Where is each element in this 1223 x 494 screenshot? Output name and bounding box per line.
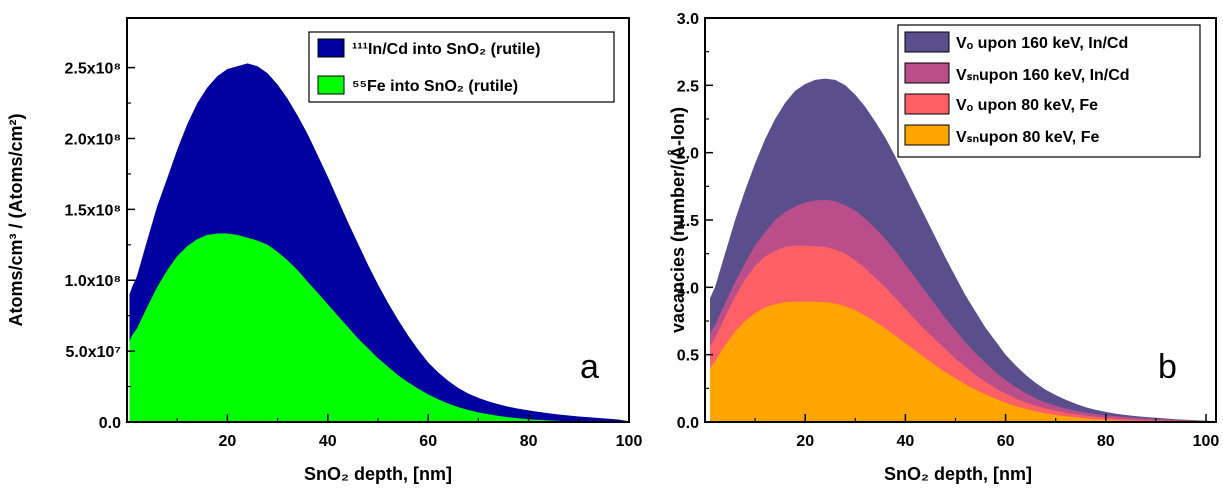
x-tick-label-b-4: 100	[1193, 433, 1220, 450]
chart-panel-a: 20 40 60 80 100 0.0 5.0x10⁷ 1.0x10⁸ 1.5x10⁸ 2.0x1…	[6, 17, 643, 484]
x-tick-label-a-3: 80	[520, 433, 538, 450]
legend-label-a1: ⁵⁵Fe into SnO₂ (rutile)	[352, 78, 518, 95]
legend-swatch-a1	[317, 75, 345, 95]
legend-label-a0: ¹¹¹In/Cd into SnO₂ (rutile)	[352, 41, 540, 58]
y-tick-label-b-1: 0.5	[677, 348, 699, 365]
x-tick-label-a-4: 100	[616, 433, 643, 450]
legend-b: Vₒ upon 160 keV, In/Cd Vₛₙupon 160 keV, …	[897, 24, 1201, 158]
legend-swatch-a0	[317, 38, 345, 58]
plot-areas-a	[129, 63, 629, 423]
panel-label-a: a	[580, 348, 599, 386]
plot-areas-b	[710, 78, 1216, 422]
y-tick-label-b-3: 1.5	[677, 213, 699, 230]
axis-ticks-b: 20 40 60 80 100 0.0 0.5 1.0 1.5 2.0 2.5 3.0	[677, 11, 1220, 450]
legend-box-a	[308, 31, 615, 103]
y-tick-label-a-5: 2.5x10⁸	[65, 61, 122, 78]
y-tick-label-b-2: 1.0	[677, 280, 699, 297]
y-axis-title-b: vacancies (number/(Å-Ion)	[668, 107, 688, 333]
x-tick-label-a-0: 20	[219, 433, 237, 450]
legend-label-b2: Vₒ upon 80 keV, Fe	[956, 97, 1098, 114]
x-tick-label-b-3: 80	[1097, 433, 1115, 450]
legend-a: ¹¹¹In/Cd into SnO₂ (rutile) ⁵⁵Fe into Sn…	[308, 31, 615, 103]
y-tick-label-b-5: 2.5	[677, 78, 699, 95]
y-axis-title-a: Atoms/cm³ / (Atoms/cm²)	[6, 113, 26, 326]
area-series-b3	[710, 301, 1216, 422]
x-tick-label-b-0: 20	[796, 433, 814, 450]
y-tick-label-b-0: 0.0	[677, 415, 699, 432]
y-tick-label-a-1: 5.0x10⁷	[65, 344, 121, 361]
y-tick-label-a-0: 0.0	[99, 415, 121, 432]
legend-label-b3: Vₛₙupon 80 keV, Fe	[956, 129, 1099, 146]
x-tick-label-a-2: 60	[419, 433, 437, 450]
y-tick-label-a-3: 1.5x10⁸	[65, 202, 122, 219]
legend-label-b1: Vₛₙupon 160 keV, In/Cd	[956, 67, 1130, 84]
legend-swatch-b0	[904, 31, 950, 53]
legend-swatch-b3	[904, 124, 950, 146]
x-axis-title-b: SnO₂ depth, [nm]	[884, 464, 1032, 484]
legend-label-b0: Vₒ upon 160 keV, In/Cd	[956, 35, 1128, 52]
chart-panel-b: 20 40 60 80 100 0.0 0.5 1.0 1.5 2.0 2.5 3.0 vacanci…	[668, 11, 1219, 484]
x-tick-label-b-2: 60	[997, 433, 1015, 450]
y-tick-label-b-4: 2.0	[677, 146, 699, 163]
legend-swatch-b1	[904, 62, 950, 84]
x-axis-title-a: SnO₂ depth, [nm]	[304, 464, 452, 484]
area-series-a1	[129, 233, 629, 422]
x-tick-label-b-1: 40	[896, 433, 914, 450]
panel-label-b: b	[1158, 348, 1177, 386]
y-axis-title-a-part1: Atoms/cm³ / (Atoms/cm²)	[6, 113, 26, 326]
y-tick-label-a-4: 2.0x10⁸	[65, 131, 122, 148]
legend-swatch-b2	[904, 93, 950, 115]
axis-ticks-a: 20 40 60 80 100 0.0 5.0x10⁷ 1.0x10⁸ 1.5x10⁸ 2.0x1…	[65, 61, 643, 450]
y-tick-label-a-2: 1.0x10⁸	[65, 273, 122, 290]
y-tick-label-b-6: 3.0	[677, 11, 699, 28]
x-tick-label-a-1: 40	[319, 433, 337, 450]
